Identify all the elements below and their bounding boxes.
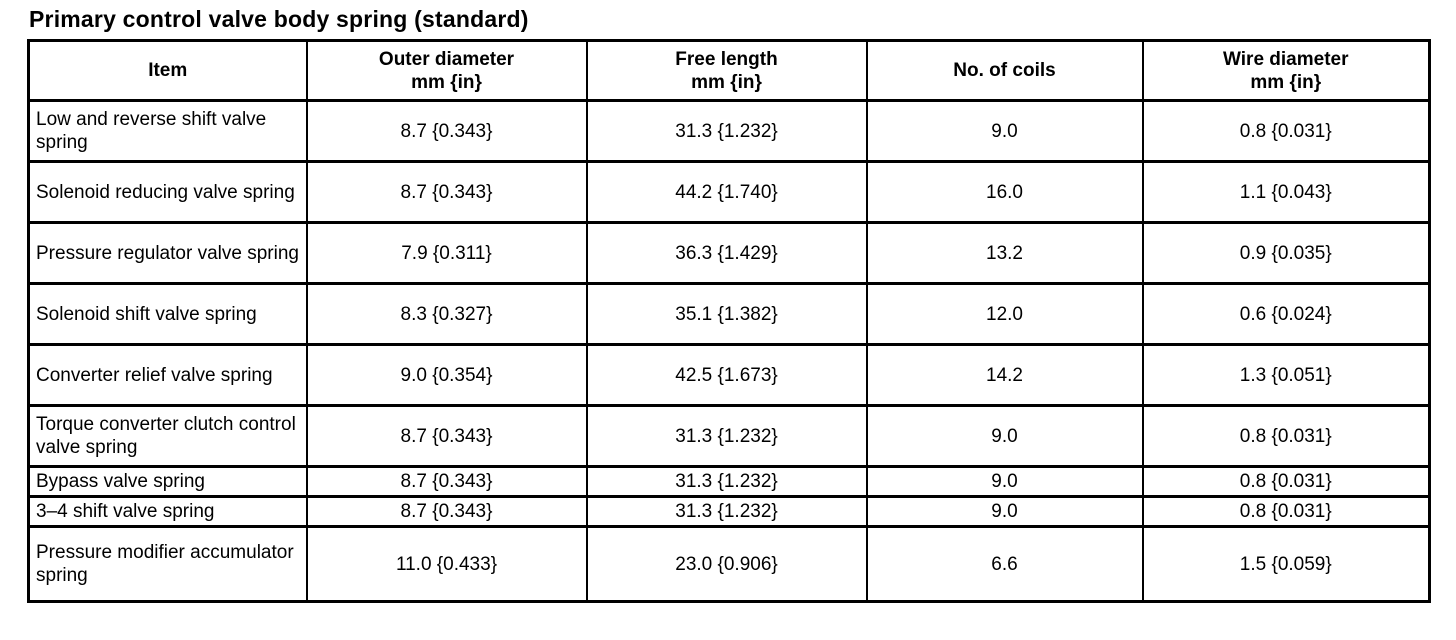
table-row: Pressure modifier accumulator spring 11.… (27, 525, 1431, 603)
outer-diameter-cell: 8.7 {0.343} (305, 160, 588, 224)
col-header-wire-diameter: Wire diameter mm {in} (1141, 39, 1431, 102)
free-length-cell: 31.3 {1.232} (585, 99, 868, 163)
outer-diameter-cell: 8.7 {0.343} (305, 495, 588, 528)
table-row: Low and reverse shift valve spring 8.7 {… (27, 99, 1431, 163)
item-cell: 3–4 shift valve spring (27, 495, 308, 528)
item-cell: Bypass valve spring (27, 465, 308, 498)
wire-diameter-cell: 0.8 {0.031} (1141, 465, 1431, 498)
outer-diameter-cell: 8.3 {0.327} (305, 282, 588, 346)
table-row: Solenoid reducing valve spring 8.7 {0.34… (27, 160, 1431, 224)
page-title: Primary control valve body spring (stand… (29, 6, 529, 32)
no-of-coils-cell: 6.6 (865, 525, 1144, 603)
wire-diameter-cell: 1.1 {0.043} (1141, 160, 1431, 224)
no-of-coils-cell: 9.0 (865, 404, 1144, 468)
table-row: 3–4 shift valve spring 8.7 {0.343} 31.3 … (27, 495, 1431, 528)
table-row: Solenoid shift valve spring 8.3 {0.327} … (27, 282, 1431, 346)
table-row: Torque converter clutch control valve sp… (27, 404, 1431, 468)
wire-diameter-cell: 1.3 {0.051} (1141, 343, 1431, 407)
col-header-item-label: Item (148, 60, 188, 81)
col-header-wire-diameter-label: Wire diameter (1223, 48, 1349, 70)
header-row: Item Outer diameter mm {in} Free length … (27, 39, 1431, 102)
wire-diameter-cell: 0.8 {0.031} (1141, 495, 1431, 528)
item-cell: Converter relief valve spring (27, 343, 308, 407)
item-cell: Solenoid shift valve spring (27, 282, 308, 346)
col-header-wire-diameter-unit: mm {in} (1250, 71, 1322, 93)
wire-diameter-cell: 0.9 {0.035} (1141, 221, 1431, 285)
col-header-no-of-coils: No. of coils (865, 39, 1144, 102)
table-row: Bypass valve spring 8.7 {0.343} 31.3 {1.… (27, 465, 1431, 498)
outer-diameter-cell: 8.7 {0.343} (305, 99, 588, 163)
outer-diameter-cell: 9.0 {0.354} (305, 343, 588, 407)
free-length-cell: 31.3 {1.232} (585, 465, 868, 498)
wire-diameter-cell: 0.8 {0.031} (1141, 99, 1431, 163)
col-header-free-length-unit: mm {in} (691, 71, 762, 93)
free-length-cell: 31.3 {1.232} (585, 404, 868, 468)
spring-spec-table: Item Outer diameter mm {in} Free length … (27, 39, 1431, 603)
free-length-cell: 35.1 {1.382} (585, 282, 868, 346)
item-cell: Pressure modifier accumulator spring (27, 525, 308, 603)
item-cell: Low and reverse shift valve spring (27, 99, 308, 163)
free-length-cell: 31.3 {1.232} (585, 495, 868, 528)
item-cell: Pressure regulator valve spring (27, 221, 308, 285)
col-header-outer-diameter: Outer diameter mm {in} (305, 39, 588, 102)
col-header-free-length-label: Free length (675, 48, 778, 70)
wire-diameter-cell: 0.6 {0.024} (1141, 282, 1431, 346)
table-row: Converter relief valve spring 9.0 {0.354… (27, 343, 1431, 407)
wire-diameter-cell: 0.8 {0.031} (1141, 404, 1431, 468)
no-of-coils-cell: 16.0 (865, 160, 1144, 224)
wire-diameter-cell: 1.5 {0.059} (1141, 525, 1431, 603)
item-cell: Torque converter clutch control valve sp… (27, 404, 308, 468)
col-header-outer-diameter-unit: mm {in} (411, 71, 482, 93)
free-length-cell: 44.2 {1.740} (585, 160, 868, 224)
col-header-item: Item (27, 39, 308, 102)
free-length-cell: 36.3 {1.429} (585, 221, 868, 285)
item-cell: Solenoid reducing valve spring (27, 160, 308, 224)
free-length-cell: 23.0 {0.906} (585, 525, 868, 603)
no-of-coils-cell: 13.2 (865, 221, 1144, 285)
table-row: Pressure regulator valve spring 7.9 {0.3… (27, 221, 1431, 285)
no-of-coils-cell: 9.0 (865, 495, 1144, 528)
outer-diameter-cell: 8.7 {0.343} (305, 404, 588, 468)
no-of-coils-cell: 9.0 (865, 465, 1144, 498)
no-of-coils-cell: 12.0 (865, 282, 1144, 346)
no-of-coils-cell: 9.0 (865, 99, 1144, 163)
outer-diameter-cell: 7.9 {0.311} (305, 221, 588, 285)
no-of-coils-cell: 14.2 (865, 343, 1144, 407)
col-header-outer-diameter-label: Outer diameter (378, 48, 515, 70)
col-header-free-length: Free length mm {in} (585, 39, 868, 102)
outer-diameter-cell: 11.0 {0.433} (305, 525, 588, 603)
outer-diameter-cell: 8.7 {0.343} (305, 465, 588, 498)
free-length-cell: 42.5 {1.673} (585, 343, 868, 407)
col-header-no-of-coils-label: No. of coils (953, 60, 1056, 81)
